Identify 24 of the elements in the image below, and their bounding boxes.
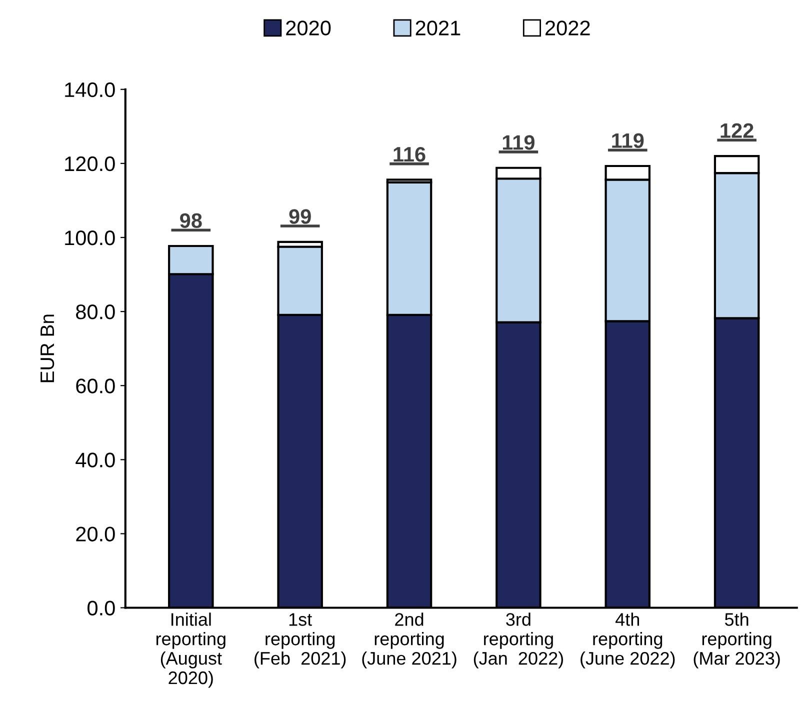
- legend-label: 2020: [286, 20, 331, 36]
- total-label: 98: [180, 213, 202, 228]
- x-tick-label: 1st reporting (Feb 2021): [254, 613, 346, 668]
- x-tick-label: Initial reporting (August 2020): [156, 612, 226, 688]
- x-tick-label: 3rd reporting (Jan 2022): [474, 612, 563, 668]
- y-tick-label: 20.0: [76, 526, 115, 542]
- y-tick-label: 80.0: [76, 304, 115, 320]
- y-axis-title: EUR Bn: [40, 314, 54, 382]
- y-tick-label: 140.0: [65, 82, 115, 98]
- x-tick-label: 2nd reporting (June 2021): [362, 612, 456, 668]
- total-label: 116: [394, 146, 426, 162]
- x-tick-label: 4th reporting (June 2022): [580, 612, 675, 668]
- y-tick-label: 120.0: [65, 156, 115, 172]
- total-label: 122: [720, 123, 754, 138]
- legend-label: 2021: [416, 20, 460, 36]
- x-tick-label: 5th reporting (Mar 2023): [694, 612, 780, 668]
- legend-label: 2022: [546, 20, 590, 36]
- y-tick-label: 100.0: [65, 230, 115, 246]
- total-label: 99: [289, 209, 311, 224]
- y-tick-label: 40.0: [76, 452, 115, 468]
- total-label: 119: [612, 133, 644, 148]
- y-tick-label: 0.0: [88, 600, 115, 616]
- total-label: 119: [502, 135, 534, 150]
- y-tick-label: 60.0: [76, 378, 115, 394]
